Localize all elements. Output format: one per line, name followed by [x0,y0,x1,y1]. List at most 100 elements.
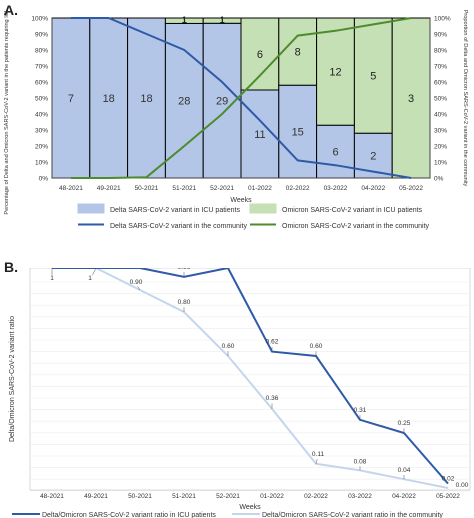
y-axis-title-right: Proportion of Delta and Omicron SARS-CoV… [462,10,468,186]
y-tick-label-right: 60% [434,80,447,87]
legend-label: Omicron SARS-CoV-2 variant in the commun… [282,223,430,230]
x-tick-label: 03-2022 [324,185,348,192]
data-label-omicron: 8 [295,47,301,59]
legend-swatch [77,203,105,214]
y-tick-label-right: 30% [434,128,447,135]
data-label-community: 0.00 [456,482,469,489]
data-label-omicron: 1 [182,15,187,25]
legend-label: Delta/Omicron SARS-CoV-2 variant ratio i… [42,512,216,518]
data-label-community: 0.36 [266,395,279,402]
bar-omicron-icu [316,17,355,126]
bar-delta-icu [127,17,166,179]
x-tick-label: 01-2022 [248,185,272,192]
data-label-community: 0.08 [354,458,367,465]
legend-label: Omicron SARS-CoV-2 variant in ICU patien… [282,207,423,214]
data-label-delta: 2 [370,151,376,163]
data-label-community: 0.80 [178,299,191,306]
data-label-omicron: 12 [329,67,341,79]
bar-delta-icu [51,17,91,179]
y-tick-label-right: 70% [434,64,447,71]
data-label-icu: 0.02 [442,476,455,483]
y-axis-title-left: Percentage of Delta and Omicron SARS-CoV… [4,10,10,215]
x-tick-label: 04-2022 [361,185,385,192]
x-tick-label: 48-2021 [40,493,64,500]
x-tick-label: 02-2022 [286,185,310,192]
x-tick-label: 52-2021 [216,493,240,500]
x-axis-title: Weeks [239,504,261,511]
y-tick-label-right: 80% [434,48,447,55]
y-tick-label-left: 0% [39,176,49,183]
x-tick-label: 52-2021 [210,185,234,192]
data-label-delta: 18 [140,93,152,105]
y-tick-label-right: 0% [434,176,444,183]
plot-border [29,268,471,491]
data-label-leader [92,268,97,276]
y-tick-label-left: 10% [35,160,48,167]
bar-omicron-icu [240,17,280,91]
data-label-community: 1 [50,275,54,282]
x-tick-label: 51-2021 [172,185,196,192]
legend-label: Delta SARS-CoV-2 variant in ICU patients [110,207,240,214]
data-label-omicron: 5 [370,71,376,83]
y-tick-label-right: 20% [434,144,447,151]
x-tick-label: 49-2021 [97,185,121,192]
data-label-icu: 0.31 [354,407,367,414]
x-tick-label: 51-2021 [172,493,196,500]
data-label-icu: 0.62 [266,339,279,346]
data-label-community: 0.04 [398,467,411,474]
legend-label: Delta SARS-CoV-2 variant in the communit… [110,223,247,230]
y-tick-label-right: 40% [434,112,447,119]
bar-delta-icu [353,132,393,179]
y-tick-label-left: 60% [35,80,48,87]
data-label-omicron: 6 [257,49,263,61]
data-label-community: 0.90 [130,279,143,286]
y-tick-label-left: 80% [35,48,48,55]
x-tick-label: 05-2022 [436,493,460,500]
line-ratio-icu [52,268,449,485]
y-tick-label-right: 90% [434,32,447,39]
y-tick-label-right: 50% [434,96,447,103]
x-tick-label: 50-2021 [128,493,152,500]
y-tick-label-left: 50% [35,96,48,103]
y-tick-label-left: 30% [35,128,48,135]
data-label-delta: 11 [254,129,265,141]
data-label-delta: 7 [68,93,74,105]
line-omicron-community [70,17,412,179]
data-label-community: 1 [88,275,92,282]
panel-a-label: A. [4,2,18,18]
chart-a: 0% 0% 10% 10% 20% 20% 30% 30% 40% 40% 50% 50% 60% 60%… [4,10,468,230]
data-label-omicron: 1 [220,15,225,25]
data-label-leader [137,286,141,291]
data-label-icu: 0.60 [310,343,323,350]
bar-omicron-icu [353,17,393,134]
y-tick-label-right: 100% [434,16,451,23]
x-tick-label: 01-2022 [260,493,284,500]
y-tick-label-left: 90% [35,32,48,39]
x-tick-label: 50-2021 [135,185,159,192]
line-ratio-community [52,268,449,489]
y-tick-label-right: 10% [434,160,447,167]
legend-swatch [249,203,277,214]
data-label-omicron: 3 [408,93,414,105]
x-tick-label: 04-2022 [392,493,416,500]
x-tick-label: 05-2022 [399,185,423,192]
y-axis-title: Delta/Omicron SARS-CoV-2 variant ratio [9,316,16,442]
bar-omicron-icu [391,17,431,179]
x-tick-label: 48-2021 [59,185,83,192]
legend-label: Delta/Omicron SARS-CoV-2 variant ratio i… [262,512,443,518]
y-tick-label-left: 100% [31,16,48,23]
x-axis-title: Weeks [230,197,252,204]
data-label-community: 0.11 [312,451,325,458]
x-tick-label: 02-2022 [304,493,328,500]
data-label-delta: 15 [292,127,304,139]
line-delta-community [70,17,412,179]
chart-b: 1110.9610.620.600.310.250.02110.900.800.… [9,268,471,518]
x-tick-label: 03-2022 [348,493,372,500]
y-tick-label-left: 70% [35,64,48,71]
data-label-icu: 0.96 [178,268,191,271]
data-label-delta: 29 [216,96,228,108]
data-label-community: 0.60 [222,343,235,350]
y-tick-label-left: 40% [35,112,48,119]
data-label-icu: 0.25 [398,420,411,427]
x-tick-label: 49-2021 [84,493,108,500]
